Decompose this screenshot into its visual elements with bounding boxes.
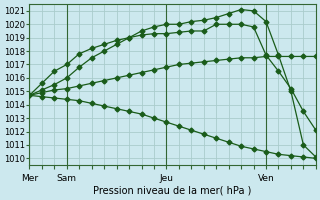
- X-axis label: Pression niveau de la mer( hPa ): Pression niveau de la mer( hPa ): [93, 186, 252, 196]
